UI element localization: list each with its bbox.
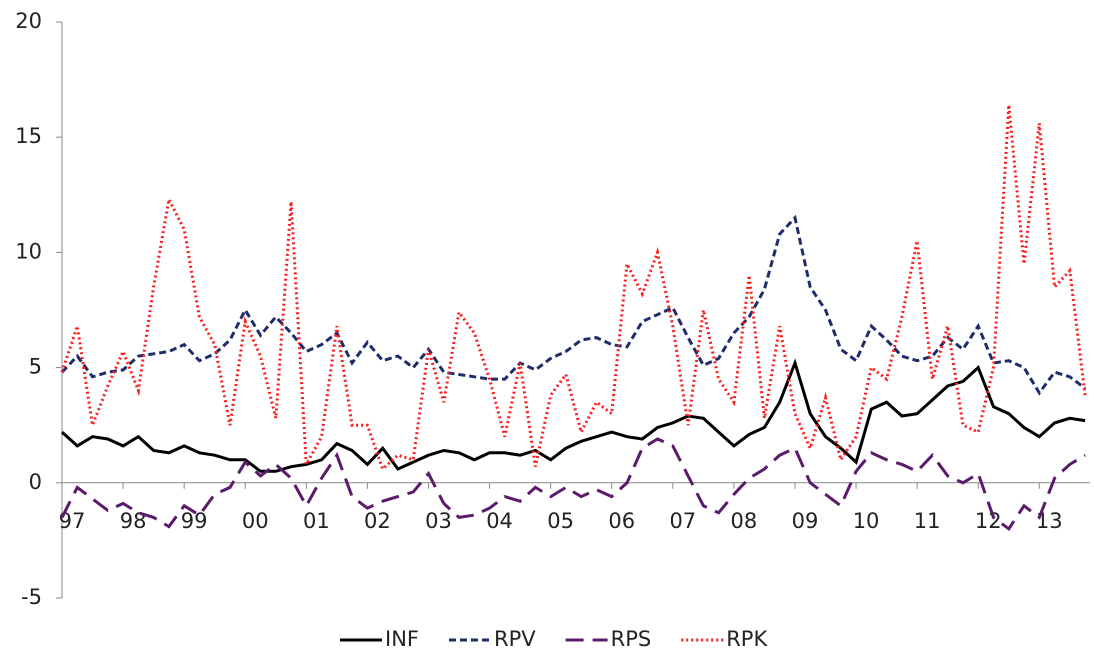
series-line xyxy=(60,358,1086,473)
series-line xyxy=(60,437,1086,532)
legend-label: RPV xyxy=(494,627,536,651)
legend-label: RPK xyxy=(726,627,768,651)
y-tick-label: 10 xyxy=(15,239,42,263)
x-tick-label: 11 xyxy=(914,509,941,533)
x-tick-label: 02 xyxy=(364,509,391,533)
series-line xyxy=(60,214,1087,396)
x-tick-label: 98 xyxy=(120,509,147,533)
x-tick-label: 05 xyxy=(547,509,574,533)
x-tick-label: 12 xyxy=(975,509,1002,533)
legend-label: RPS xyxy=(611,627,652,651)
y-tick-label: 5 xyxy=(29,355,42,379)
x-tick-label: 08 xyxy=(731,509,758,533)
x-tick-label: 10 xyxy=(853,509,880,533)
x-tick-label: 97 xyxy=(59,509,86,533)
x-tick-label: 07 xyxy=(669,509,696,533)
x-tick-label: 01 xyxy=(303,509,330,533)
y-tick-label: 15 xyxy=(15,124,42,148)
x-tick-label: 04 xyxy=(486,509,513,533)
y-tick-label: 0 xyxy=(29,470,42,494)
x-tick-label: 06 xyxy=(608,509,635,533)
x-tick-label: 03 xyxy=(425,509,452,533)
y-tick-label: -5 xyxy=(21,585,42,609)
x-tick-label: 00 xyxy=(242,509,269,533)
series-line xyxy=(60,104,1087,472)
x-tick-label: 09 xyxy=(792,509,819,533)
legend-label: INF xyxy=(385,627,419,651)
y-tick-label: 20 xyxy=(15,9,42,33)
